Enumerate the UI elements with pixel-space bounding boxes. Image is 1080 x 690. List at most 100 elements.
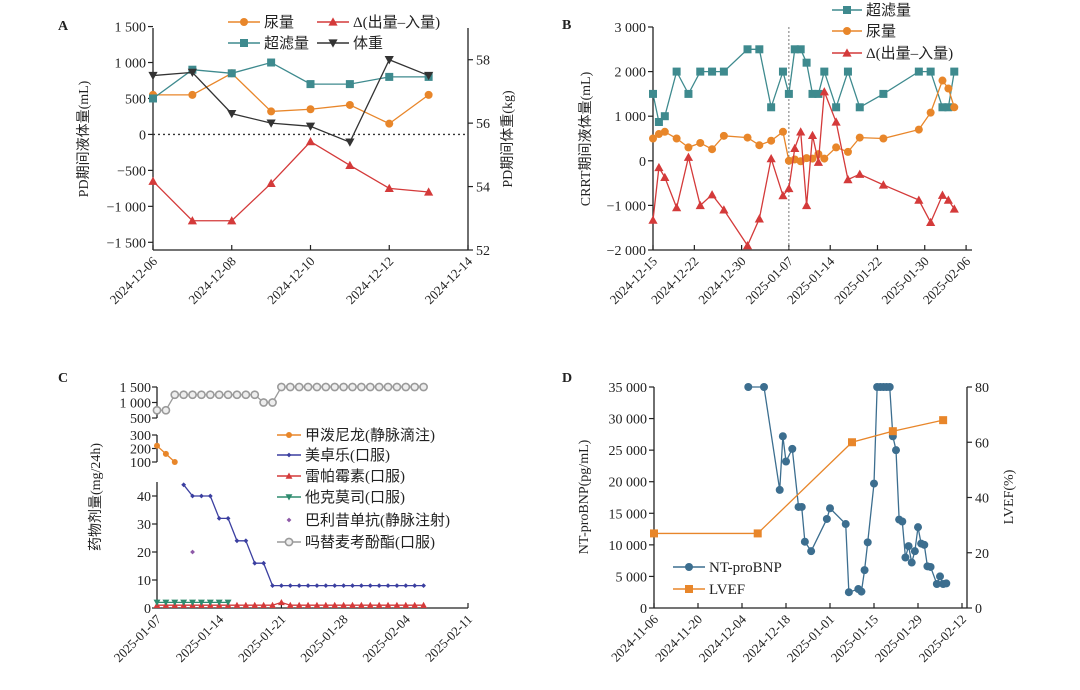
data-point — [345, 160, 355, 170]
data-point — [788, 444, 797, 453]
data-point — [950, 67, 959, 76]
data-point — [187, 68, 197, 77]
data-point — [214, 390, 224, 400]
data-point — [707, 190, 717, 199]
data-point — [820, 154, 829, 163]
data-point — [832, 103, 841, 112]
data-point — [345, 100, 354, 109]
data-point — [814, 89, 823, 98]
y-tick-label: 300 — [130, 429, 151, 444]
legend-item: 吗替麦考酚酯(口服) — [277, 534, 435, 551]
legend-marker — [842, 48, 852, 57]
data-point — [778, 127, 787, 136]
data-point — [197, 599, 205, 606]
data-point — [171, 599, 179, 606]
x-tick-label: 2025-01-22 — [831, 254, 885, 308]
data-point — [819, 87, 829, 96]
data-point — [708, 145, 717, 154]
data-point — [394, 583, 400, 588]
data-point — [162, 450, 169, 457]
data-point — [312, 382, 322, 392]
data-point — [654, 117, 663, 126]
legend-marker — [286, 432, 292, 438]
data-point — [888, 427, 897, 436]
legend-marker — [843, 6, 851, 14]
data-point — [879, 134, 888, 143]
y-tick-label: 100 — [130, 456, 151, 471]
panel-label: B — [562, 18, 571, 33]
data-point — [205, 390, 215, 400]
data-point — [270, 583, 275, 588]
data-point — [304, 601, 312, 608]
data-point — [649, 89, 657, 98]
data-point — [330, 382, 340, 392]
data-point — [286, 601, 294, 608]
data-point — [920, 540, 929, 549]
x-tick-label: 2024-12-12 — [343, 254, 397, 308]
data-point — [870, 479, 878, 488]
panel-label: A — [58, 19, 69, 34]
data-point — [778, 67, 787, 76]
data-point — [393, 601, 401, 608]
data-point — [926, 108, 935, 117]
right-y-tick-label: 60 — [975, 436, 989, 451]
data-point — [223, 390, 233, 400]
data-point — [303, 382, 313, 392]
data-point — [276, 382, 286, 392]
data-point — [937, 190, 948, 199]
y-tick-label: 0 — [144, 602, 151, 617]
series-line — [183, 484, 424, 587]
data-point — [305, 137, 316, 146]
data-point — [199, 493, 204, 499]
data-point — [885, 383, 894, 391]
panel-d: D2024-11-062024-11-202024-12-042024-12-1… — [562, 371, 1017, 665]
data-point — [385, 583, 391, 588]
data-point — [348, 382, 357, 392]
data-point — [295, 601, 303, 608]
data-point — [719, 131, 728, 140]
right-y-tick-label: 0 — [975, 602, 982, 617]
data-point — [826, 504, 834, 513]
data-point — [696, 138, 705, 147]
data-point — [848, 438, 856, 447]
data-point — [383, 382, 393, 392]
data-point — [797, 502, 806, 511]
x-tick-label: 2024-12-08 — [185, 254, 239, 308]
y-tick-label: 500 — [125, 92, 146, 107]
x-tick-label: 2024-12-30 — [695, 254, 749, 308]
data-point — [660, 172, 670, 181]
data-point — [266, 178, 276, 188]
data-point — [419, 382, 428, 392]
data-point — [944, 103, 953, 112]
data-point — [944, 84, 953, 93]
data-point — [241, 390, 251, 400]
y-tick-label: 3 000 — [615, 21, 647, 36]
legend-item: 超滤量 — [228, 35, 309, 52]
legend-marker — [328, 17, 338, 26]
legend-label: 吗替麦考酚酯(口服) — [305, 534, 435, 551]
data-point — [152, 405, 162, 415]
data-point — [424, 71, 434, 81]
data-point — [932, 580, 941, 589]
data-point — [179, 390, 189, 400]
data-point — [831, 117, 841, 126]
data-point — [784, 89, 793, 98]
data-point — [251, 601, 259, 608]
x-tick-label: 2025-02-04 — [359, 611, 413, 665]
data-point — [855, 169, 865, 178]
data-point — [225, 516, 231, 521]
data-point — [744, 383, 753, 391]
data-point — [287, 583, 293, 588]
data-point — [860, 566, 869, 575]
data-point — [410, 382, 420, 392]
legend-label: 超滤量 — [264, 35, 309, 52]
data-point — [760, 383, 768, 391]
data-point — [162, 599, 170, 606]
data-point — [878, 180, 888, 189]
y-tick-label: 1 500 — [120, 381, 152, 396]
data-point — [914, 125, 923, 134]
data-point — [808, 89, 817, 98]
data-point — [914, 67, 923, 76]
data-point — [296, 583, 302, 588]
data-point — [796, 45, 805, 54]
